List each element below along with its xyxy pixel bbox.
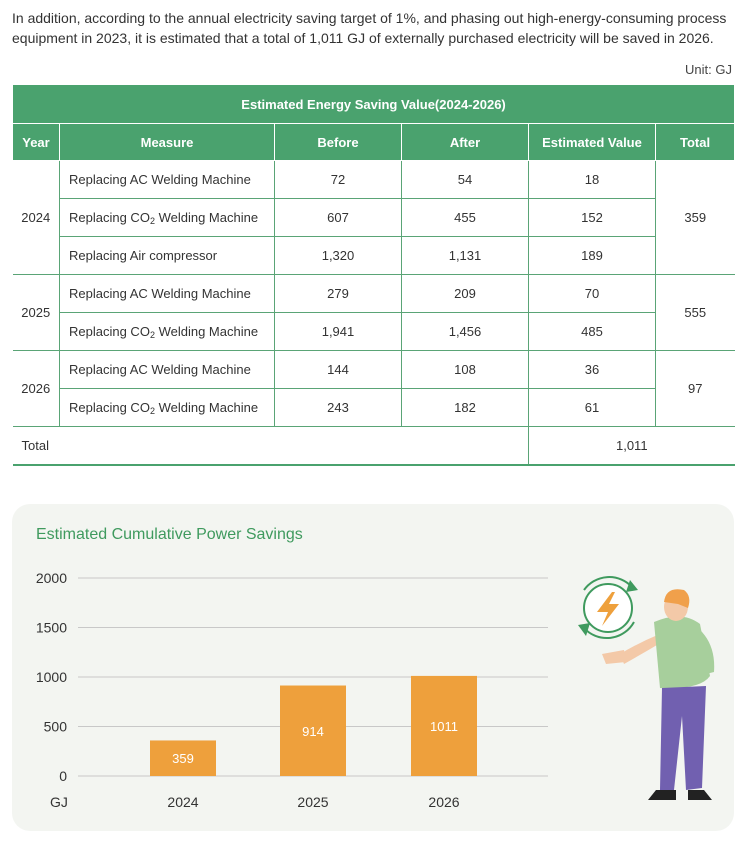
y-tick-label: 1000 — [36, 669, 67, 685]
bar-2024 — [150, 740, 216, 776]
header-total: Total — [654, 123, 736, 161]
after-cell: 1,131 — [401, 236, 529, 275]
refresh-cycle-icon — [578, 576, 638, 640]
table-row: 2025 Replacing AC Welding Machine 279 209 70… — [12, 274, 735, 351]
header-after: After — [401, 123, 529, 161]
before-cell: 144 — [274, 350, 402, 389]
year-cell: 2026 — [12, 350, 60, 427]
after-cell: 455 — [401, 198, 529, 237]
value-cell: 189 — [528, 236, 656, 275]
header-year: Year — [12, 123, 60, 161]
measure-cell: Replacing AC Welding Machine — [59, 350, 275, 389]
total-row: Total 1,011 — [12, 426, 735, 466]
y-tick-label: 0 — [59, 768, 67, 784]
group-total-cell: 97 — [654, 350, 735, 427]
bar-chart: 0 500 1000 1500 2000 GJ 359 2024 914 2025 1011 202… — [36, 570, 715, 810]
header-measure: Measure — [59, 123, 275, 161]
table-row: Replacing CO2 Welding Machine 1,941 1,456 4… — [13, 312, 735, 351]
after-cell: 1,456 — [401, 312, 529, 351]
x-tick-label: 2024 — [167, 794, 198, 810]
after-cell: 182 — [401, 388, 529, 427]
group-total-cell: 555 — [654, 274, 735, 351]
y-tick-label: 1500 — [36, 620, 67, 636]
value-cell: 36 — [528, 350, 656, 389]
total-label: Total — [12, 426, 529, 466]
value-cell: 18 — [528, 160, 656, 199]
group-total-cell: 359 — [654, 160, 735, 275]
header-before: Before — [274, 123, 402, 161]
after-cell: 108 — [401, 350, 529, 389]
table-title: Estimated Energy Saving Value(2024-2026) — [11, 84, 736, 124]
after-cell: 54 — [401, 160, 529, 199]
x-tick-label: 2026 — [428, 794, 459, 810]
energy-saving-table: Estimated Energy Saving Value(2024-2026)… — [11, 84, 736, 466]
person-figure — [602, 589, 715, 800]
bar-2026 — [411, 675, 477, 776]
bar-2025 — [280, 685, 346, 776]
measure-cell: Replacing AC Welding Machine — [59, 274, 275, 313]
measure-cell: Replacing CO2 Welding Machine — [59, 312, 275, 351]
x-tick-label: 2025 — [297, 794, 328, 810]
table-row: Replacing CO2 Welding Machine 243 182 61 — [13, 388, 735, 427]
y-tick-label: 500 — [44, 719, 68, 735]
measure-cell: Replacing Air compressor — [59, 236, 275, 275]
value-cell: 152 — [528, 198, 656, 237]
value-cell: 61 — [528, 388, 656, 427]
measure-cell: Replacing AC Welding Machine — [59, 160, 275, 199]
illustration — [578, 576, 715, 800]
before-cell: 1,320 — [274, 236, 402, 275]
table-row: Replacing Air compressor 1,320 1,131 189 — [13, 236, 735, 275]
value-cell: 70 — [528, 274, 656, 313]
table-row: 2024 Replacing AC Welding Machine 72 54 18 35… — [12, 160, 735, 275]
y-axis-unit: GJ — [50, 794, 68, 810]
measure-cell: Replacing CO2 Welding Machine — [59, 198, 275, 237]
bar-data-label: 359 — [172, 751, 194, 766]
before-cell: 279 — [274, 274, 402, 313]
before-cell: 607 — [274, 198, 402, 237]
y-tick-label: 2000 — [36, 570, 67, 586]
before-cell: 1,941 — [274, 312, 402, 351]
after-cell: 209 — [401, 274, 529, 313]
before-cell: 243 — [274, 388, 402, 427]
measure-cell: Replacing CO2 Welding Machine — [59, 388, 275, 427]
intro-paragraph: In addition, according to the annual ele… — [12, 10, 727, 46]
before-cell: 72 — [274, 160, 402, 199]
year-cell: 2024 — [12, 160, 60, 275]
unit-label: Unit: GJ — [685, 62, 732, 77]
total-value: 1,011 — [527, 426, 735, 466]
chart-title: Estimated Cumulative Power Savings — [36, 526, 303, 543]
chart-panel: Estimated Cumulative Power Savings 0 500 1… — [12, 504, 734, 831]
bar-data-label: 1011 — [430, 719, 458, 734]
header-estimated-value: Estimated Value — [528, 123, 656, 161]
table-row: 2026 Replacing AC Welding Machine 144 108 36… — [12, 350, 735, 427]
lightning-bolt-icon — [597, 592, 619, 626]
bar-data-label: 914 — [302, 724, 324, 739]
value-cell: 485 — [528, 312, 656, 351]
year-cell: 2025 — [12, 274, 60, 351]
table-row: Replacing CO2 Welding Machine 607 455 152 — [13, 198, 735, 237]
